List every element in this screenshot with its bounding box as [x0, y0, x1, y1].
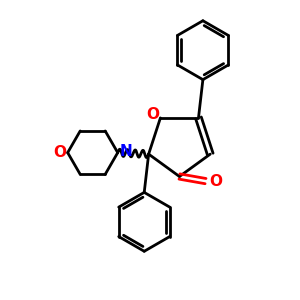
Text: N: N — [120, 144, 132, 159]
Text: O: O — [53, 145, 66, 160]
Text: O: O — [209, 174, 222, 189]
Text: O: O — [146, 107, 160, 122]
